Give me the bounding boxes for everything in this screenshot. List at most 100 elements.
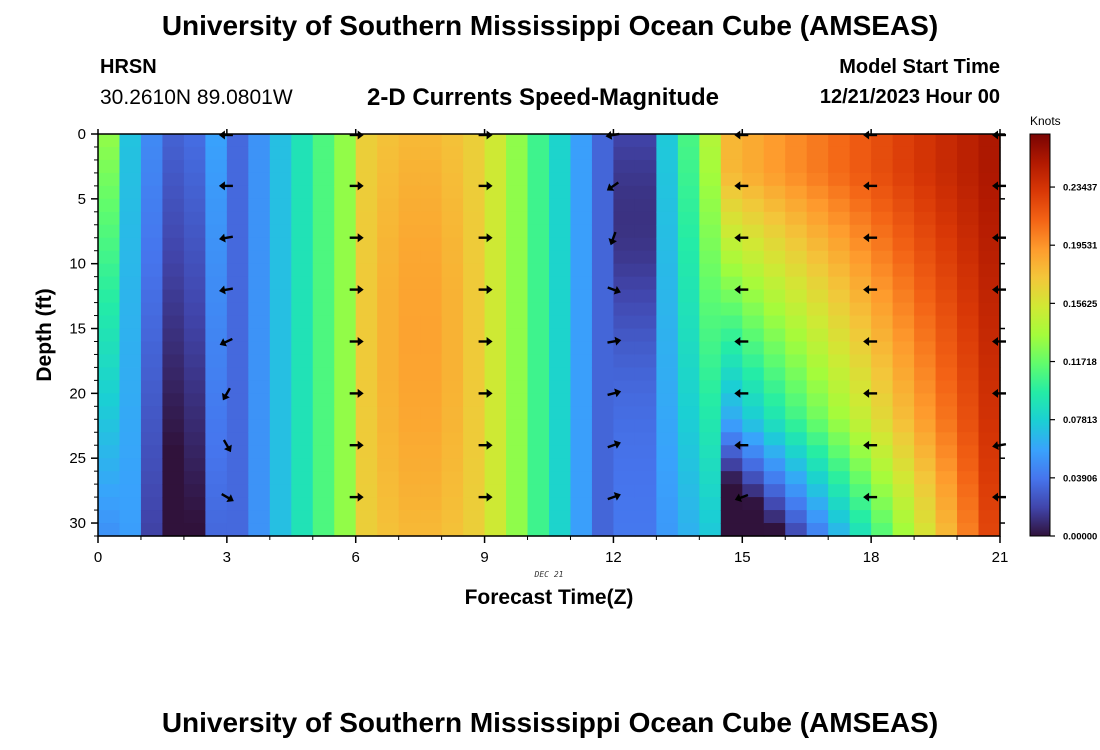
heatmap-cell [892,484,915,498]
heatmap-cell [334,315,357,330]
heatmap-cell [720,445,743,459]
heatmap-cell [549,341,572,356]
heatmap-cell [806,328,829,343]
heatmap-cell [398,367,421,381]
heatmap-cell [119,211,142,226]
heatmap-cell [527,328,550,343]
heatmap-cell [935,302,958,317]
heatmap-cell [205,185,228,200]
heatmap-cell [677,341,700,356]
heatmap-cell [978,224,1001,239]
heatmap-cell [677,484,700,498]
heatmap-cell [935,263,958,278]
heatmap-cell [914,458,937,472]
heatmap-cell [527,198,550,213]
heatmap-cell [935,497,958,511]
heatmap-cell [506,328,529,343]
heatmap-cell [506,458,529,472]
heatmap-cell [742,185,765,200]
heatmap-cell [484,211,507,226]
heatmap-cell [677,380,700,394]
heatmap-cell [699,354,722,369]
heatmap-cell [677,211,700,226]
heatmap-cell [613,224,636,239]
heatmap-cell [226,458,249,472]
heatmap-cell [355,354,378,369]
heatmap-cell [591,172,615,187]
heatmap-cell [484,328,507,343]
current-arrow [863,440,878,450]
heatmap-cell [720,315,743,330]
heatmap-cell [677,276,700,291]
heatmap-cell [355,419,378,433]
heatmap-cell [978,523,1001,537]
heatmap-cell [441,276,464,291]
heatmap-cell [785,510,808,524]
heatmap-cell [420,198,443,213]
heatmap-cell [269,224,292,239]
heatmap-cell [312,134,335,148]
heatmap-cell [377,302,400,317]
heatmap-cell [484,302,507,317]
heatmap-cell [892,224,915,239]
heatmap-cell [742,406,765,420]
heatmap-cell [892,134,915,148]
heatmap-cell [98,250,121,265]
heatmap-cell [935,458,958,472]
heatmap-cell [269,134,292,148]
heatmap-cell [892,276,915,291]
colorbar-tick-label: 0.00000 [1063,532,1097,543]
heatmap-cell [162,380,185,394]
heatmap-cell [441,510,464,524]
heatmap-cell [591,393,615,407]
heatmap-cell [269,458,292,472]
heatmap-cell [871,315,894,330]
heatmap-cell [720,302,743,317]
heatmap-cell [828,341,851,356]
heatmap-cell [978,484,1001,498]
heatmap-cell [570,367,593,381]
heatmap-cell [549,315,572,330]
heatmap-cell [269,250,292,265]
heatmap-cell [570,406,593,420]
heatmap-cell [269,419,292,433]
heatmap-cell [291,380,314,394]
heatmap-cell [506,289,529,304]
heatmap-cell [806,510,829,524]
heatmap-cell [978,367,1001,381]
heatmap-cell [742,497,765,511]
heatmap-cell [334,432,357,446]
heatmap-cell [248,445,271,459]
heatmap-cell [935,250,958,265]
heatmap-cell [355,445,378,459]
heatmap-cell [506,497,529,511]
heatmap-cell [377,445,400,459]
heatmap-cell [484,471,507,485]
heatmap-cell [871,159,894,174]
heatmap-cell [312,198,335,213]
heatmap-cell [269,432,292,446]
heatmap-cell [591,146,615,161]
heatmap-cell [785,134,808,148]
heatmap-cell [570,458,593,472]
heatmap-cell [334,276,357,291]
heatmap-cell [506,198,529,213]
heatmap-cell [183,510,206,524]
heatmap-cell [763,198,786,213]
heatmap-cell [205,224,228,239]
heatmap-cell [978,302,1001,317]
heatmap-cell [377,198,400,213]
heatmap-cell [269,211,292,226]
heatmap-cell [742,315,765,330]
heatmap-cell [98,432,121,446]
heatmap-cell [463,159,486,174]
current-arrow [734,233,749,243]
heatmap-cell [248,523,271,537]
heatmap-cell [742,276,765,291]
heatmap-cell [226,523,249,537]
heatmap-cell [828,380,851,394]
heatmap-cell [334,289,357,304]
heatmap-cell [828,432,851,446]
heatmap-cell [291,471,314,485]
current-arrow [863,285,878,295]
